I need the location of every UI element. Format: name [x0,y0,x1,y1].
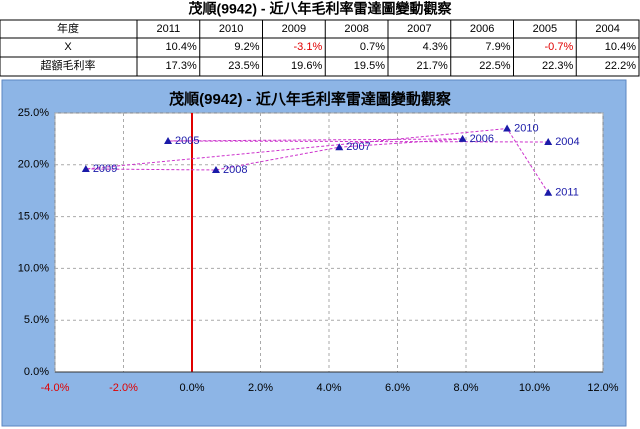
y-tick-label: 0.0% [24,366,49,378]
table-value: 21.7% [417,60,448,72]
chart-title: 茂順(9942) - 近八年毛利率雷達圖變動觀察 [169,90,452,108]
point-label: 2005 [175,135,199,147]
table-year: 2006 [470,23,494,35]
point-label: 2004 [555,136,579,148]
table-value: 19.6% [291,60,322,72]
y-tick-label: 10.0% [18,262,49,274]
table-frame [0,19,640,77]
point-label: 2008 [223,164,247,176]
table-value: -0.7% [545,41,574,53]
table-year: 2005 [533,23,557,35]
x-tick-label: -4.0% [41,382,70,394]
table-value: 9.2% [234,41,259,53]
table-header: 年度 [57,21,79,35]
table-value: -3.1% [294,41,323,53]
x-tick-label: 12.0% [587,382,618,394]
row-label: X [64,41,72,53]
table-value: 19.5% [354,60,385,72]
point-label: 2009 [93,163,117,175]
table-value: 17.3% [166,60,197,72]
y-tick-label: 20.0% [18,159,49,171]
table-year: 2010 [219,23,243,35]
table-year: 2004 [595,23,619,35]
table-value: 10.4% [166,41,197,53]
table-year: 2009 [282,23,306,35]
point [335,143,344,151]
point [164,136,173,144]
table-year: 2011 [157,23,181,35]
table-value: 4.3% [423,41,448,53]
table-title: 茂順(9942) - 近八年毛利率雷達圖變動觀察 [189,1,453,17]
x-tick-label: 10.0% [519,382,550,394]
x-tick-label: 8.0% [453,382,478,394]
point [458,134,467,142]
table-value: 10.4% [605,41,636,53]
table-value: 23.5% [228,60,259,72]
y-tick-label: 15.0% [18,211,49,223]
x-tick-label: 0.0% [179,382,204,394]
point-label: 2007 [346,141,370,153]
x-tick-label: 6.0% [385,382,410,394]
point-label: 2006 [470,133,494,145]
point [211,165,220,173]
table-value: 22.2% [605,60,636,72]
table-value: 22.3% [542,60,573,72]
point-label: 2010 [514,122,538,134]
y-tick-label: 5.0% [24,314,49,326]
table-year: 2008 [344,23,368,35]
table-value: 22.5% [479,60,510,72]
x-tick-label: -2.0% [109,382,138,394]
x-tick-label: 2.0% [248,382,273,394]
y-tick-label: 25.0% [18,107,49,119]
point [503,124,512,132]
point-label: 2011 [555,187,579,199]
connector-line [85,128,549,194]
point [544,138,553,146]
x-tick-label: 4.0% [316,382,341,394]
table-value: 0.7% [360,41,385,53]
row-label: 超額毛利率 [41,58,96,72]
table-value: 7.9% [485,41,510,53]
point [544,188,553,196]
table-year: 2007 [407,23,431,35]
point [81,164,90,172]
